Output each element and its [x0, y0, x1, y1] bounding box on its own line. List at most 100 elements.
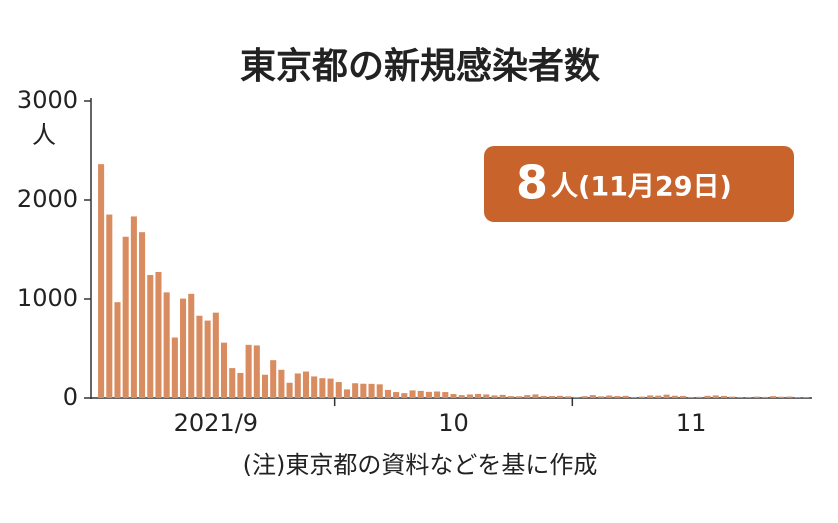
bar [253, 345, 260, 398]
bar [647, 395, 654, 398]
bar [770, 396, 777, 398]
bar [106, 214, 113, 398]
annotation-text: 人(11月29日) [551, 172, 732, 203]
bar [425, 391, 432, 398]
bar [409, 390, 416, 398]
bar [729, 396, 736, 398]
bar [532, 394, 539, 398]
bar [261, 374, 269, 398]
bar [688, 397, 695, 398]
bar [434, 391, 441, 398]
bar [802, 397, 809, 398]
bar [401, 393, 408, 398]
bar [778, 396, 785, 398]
bar [139, 232, 146, 398]
x-tick-label: 2021/9 [174, 409, 258, 437]
bar [393, 392, 400, 398]
bar [376, 384, 383, 398]
bar [196, 315, 203, 398]
bar [720, 395, 727, 398]
bar [696, 396, 703, 398]
bar [147, 275, 154, 398]
bar [188, 293, 195, 398]
bar [737, 397, 744, 398]
bar [327, 378, 334, 398]
x-tick-label: 10 [438, 409, 469, 437]
bar [286, 382, 293, 398]
bar [753, 396, 760, 398]
bar [606, 395, 613, 398]
bar [130, 216, 137, 398]
bar [368, 383, 375, 398]
bar [450, 394, 457, 398]
bar [622, 395, 629, 398]
bar [229, 368, 236, 398]
bar [761, 396, 768, 398]
bar [417, 390, 424, 398]
bar [712, 395, 719, 398]
bar [442, 392, 449, 398]
bar [663, 394, 670, 398]
bar [98, 164, 105, 398]
bar [614, 396, 621, 398]
bar [180, 298, 187, 398]
bar [475, 393, 482, 398]
bar [319, 378, 326, 398]
bar [114, 302, 121, 398]
y-tick-label: 1000 [17, 284, 78, 312]
bar [270, 360, 277, 398]
bar [171, 337, 178, 398]
bar [212, 312, 219, 398]
bar [704, 395, 711, 398]
bar [466, 394, 473, 398]
y-tick-label: 0 [63, 383, 78, 411]
annotation-number: 8 [516, 156, 548, 210]
x-tick-label: 11 [676, 409, 707, 437]
bar [581, 396, 588, 398]
bar [630, 397, 637, 398]
chart-title: 東京都の新規感染者数 [240, 45, 600, 87]
bar [745, 397, 752, 398]
bar [491, 395, 498, 398]
bar [524, 395, 531, 398]
bar [343, 389, 350, 398]
bar [311, 376, 318, 398]
bar [548, 396, 555, 398]
y-unit: 人 [32, 121, 56, 149]
bar [155, 271, 162, 398]
bar [220, 342, 228, 398]
bar [122, 236, 129, 398]
y-tick-label: 2000 [17, 185, 78, 213]
bar [163, 292, 170, 398]
bar [638, 396, 646, 398]
bar [507, 396, 514, 398]
bar [589, 395, 596, 398]
bar [671, 395, 678, 398]
bar [565, 396, 572, 398]
bar [302, 371, 310, 398]
bar [655, 395, 662, 398]
bar [540, 395, 547, 398]
bar [597, 396, 605, 398]
note: (注)東京都の資料などを基に作成 [243, 451, 598, 479]
bar [499, 394, 506, 398]
bar [294, 373, 301, 398]
bar [384, 389, 391, 398]
bar [245, 344, 252, 398]
bar [360, 383, 367, 398]
bar [557, 395, 564, 398]
bar [335, 382, 342, 398]
bar [786, 396, 793, 398]
annotation-box [484, 146, 794, 222]
bar [573, 397, 580, 398]
bar [458, 395, 465, 398]
bar [352, 383, 359, 398]
bar [204, 320, 211, 398]
bar [237, 372, 244, 398]
y-tick-label: 3000 [17, 86, 78, 114]
bar [483, 394, 490, 398]
bar [516, 396, 523, 398]
bar [794, 397, 801, 398]
